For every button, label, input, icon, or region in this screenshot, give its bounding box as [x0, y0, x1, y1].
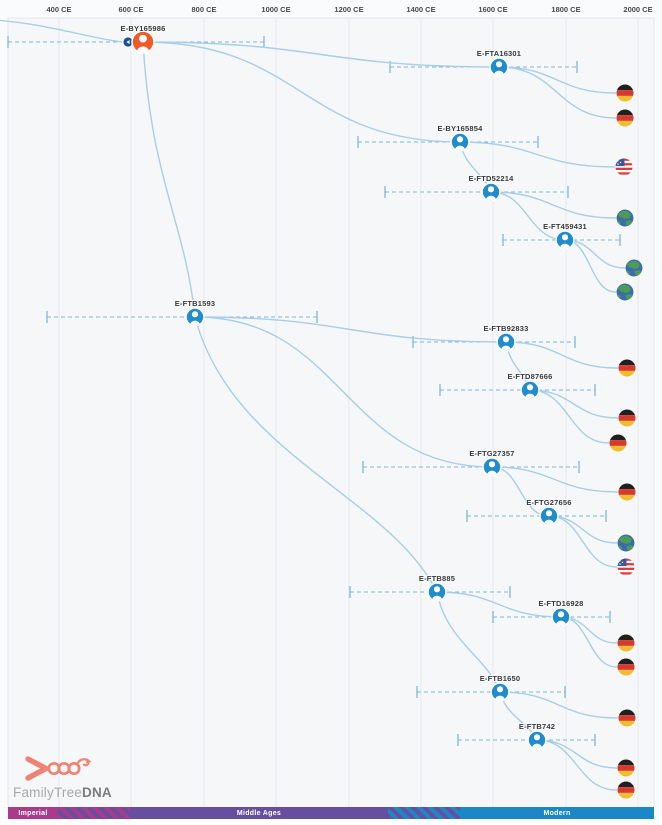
era-bar: Imperial Middle Ages Modern [0, 807, 662, 819]
timeline-tick-label: 1800 CE [551, 5, 581, 14]
branch-curve [490, 191, 617, 219]
era-segment-middle-ages: Middle Ages [130, 807, 388, 819]
haplogroup-label: E-FTB92833 [484, 324, 529, 333]
branch-curve [548, 515, 618, 568]
haplogroup-label: E-FTB1650 [480, 674, 521, 683]
haplogroup-label: E-FTG27357 [469, 449, 514, 458]
branch-curve [142, 41, 196, 318]
germany-flag-icon [618, 635, 635, 652]
chart-background [8, 18, 654, 807]
germany-flag-icon [618, 659, 635, 676]
germany-flag-icon [617, 110, 634, 127]
haplogroup-node-E-FTD87666[interactable] [520, 380, 539, 399]
timeline-tick-label: 1200 CE [334, 5, 364, 14]
era-segment-modern: Modern [460, 807, 654, 819]
germany-flag-icon [619, 710, 636, 727]
timeline-tick-label: 600 CE [118, 5, 144, 14]
branch-curve [436, 591, 501, 693]
haplogroup-node-E-FTA16301[interactable] [489, 57, 508, 76]
globe-icon [626, 260, 643, 277]
era-segment-imperial: Imperial [8, 807, 58, 819]
era-label: Imperial [18, 809, 48, 817]
branch-curve [459, 141, 616, 168]
usa-flag-icon [616, 159, 633, 176]
germany-flag-icon [618, 760, 635, 777]
haplogroup-node-E-FTG27656[interactable] [539, 506, 558, 525]
haplogroup-node-E-FTG27357[interactable] [482, 457, 501, 476]
haplogroup-node-E-FT459431[interactable] [555, 230, 574, 249]
timeline-tick-label: 400 CE [46, 5, 72, 14]
germany-flag-icon [619, 360, 636, 377]
globe-icon [618, 535, 635, 552]
timeline-tick-label: 1600 CE [478, 5, 508, 14]
branch-curve [436, 591, 562, 618]
germany-flag-icon [619, 410, 636, 427]
logo-text: FamilyTreeDNA [13, 785, 112, 800]
haplogroup-label: E-FT459431 [543, 222, 587, 231]
timeline-tick-label: 2000 CE [623, 5, 653, 14]
haplogroup-label: E-FTB742 [519, 722, 555, 731]
branch-curve [194, 316, 438, 593]
haplogroup-label: E-FTD87666 [508, 372, 553, 381]
era-label: Modern [543, 809, 571, 817]
usa-flag-icon [618, 559, 635, 576]
globe-icon [617, 284, 634, 301]
haplogroup-node-E-FTD52214[interactable] [481, 182, 500, 201]
haplogroup-label: E-FTD52214 [469, 174, 515, 183]
era-label: Middle Ages [236, 809, 282, 817]
germany-flag-icon [617, 85, 634, 102]
branch-curve [536, 739, 618, 791]
timeline-tick-label: 800 CE [191, 5, 217, 14]
branch-curve [142, 41, 461, 143]
dna-helix-icon [25, 756, 92, 781]
logo-text-dna: DNA [82, 785, 112, 800]
branch-curve [499, 691, 619, 719]
branch-curve [491, 466, 619, 493]
haplogroup-node-E-FTB1593[interactable] [185, 307, 204, 326]
branch-curve [505, 341, 619, 369]
branch-curve [498, 66, 617, 94]
haplogroup-node-E-FTB1650[interactable] [490, 682, 509, 701]
haplogroup-node-E-FTB885[interactable] [427, 582, 446, 601]
germany-flag-icon [619, 484, 636, 501]
timeline-tick-label: 1000 CE [261, 5, 291, 14]
haplogroup-label: E-FTD16928 [539, 599, 584, 608]
haplogroup-label: E-FTB1593 [175, 299, 216, 308]
haplogroup-node-E-FTB742[interactable] [527, 730, 546, 749]
timeline-axis: 400 CE 600 CE 800 CE 1000 CE 1200 CE 1400 CE 1… [0, 0, 662, 18]
branch-curve [194, 316, 493, 468]
haplogroup-label: E-BY165986 [121, 24, 166, 33]
branch-curve [490, 191, 566, 241]
logo-text-familytree: FamilyTree [13, 785, 83, 800]
haplogroup-node-E-FTD16928[interactable] [551, 607, 570, 626]
era-transition [388, 807, 460, 819]
haplogroup-node-E-BY165986 person-icon[interactable] [131, 30, 155, 54]
upstream-branch-curve [0, 19, 124, 43]
haplogroup-label: E-BY165854 [438, 124, 484, 133]
bottom-margin [0, 819, 662, 825]
branch-curve [529, 389, 610, 444]
haplogroup-node-E-BY165854[interactable] [450, 132, 469, 151]
germany-flag-icon [610, 435, 627, 452]
globe-icon [617, 210, 634, 227]
era-transition [58, 807, 130, 819]
germany-flag-icon [618, 782, 635, 799]
haplogroup-node-E-FTB92833[interactable] [496, 332, 515, 351]
haplogroup-label: E-FTB885 [419, 574, 455, 583]
branch-curve [529, 389, 619, 419]
branch-curve [142, 41, 500, 68]
familytreedna-logo: FamilyTreeDNA [13, 755, 112, 800]
timeline-tick-label: 1400 CE [406, 5, 436, 14]
branch-curve [498, 66, 617, 119]
branch-curve [194, 316, 507, 343]
haplogroup-label: E-FTG27656 [526, 498, 571, 507]
haplogroup-label: E-FTA16301 [477, 49, 521, 58]
